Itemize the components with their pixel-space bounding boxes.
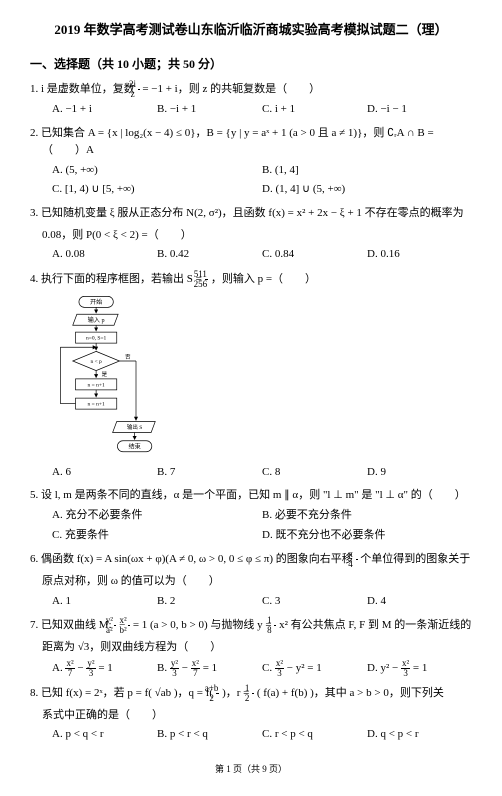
q1-opt-b: B. −i + 1 <box>157 101 262 119</box>
question-4: 4. 执行下面的程序框图，若输出 S = 511256 ，则输入 p =（ ） <box>30 270 472 289</box>
q7-c-eq: − y² = 1 <box>287 662 322 674</box>
question-1: 1. i 是虚数单位，复数 2iz = −1 + i，则 z 的共轭复数是（ ） <box>30 80 472 99</box>
q7-opt-d: D. y² − x²3 = 1 <box>367 659 472 678</box>
q8-options: A. p < q < r B. p < r < q C. r < p < q D… <box>52 726 472 744</box>
q1-opt-c: C. i + 1 <box>262 101 367 119</box>
fraction-a-b-2: a+b2 <box>216 684 220 703</box>
q1-opt-a: A. −1 + i <box>52 101 157 119</box>
q1-stem-b: = −1 + i，则 z 的共轭复数是（ ） <box>142 83 320 95</box>
q6-opt-c: C. 3 <box>262 593 367 611</box>
flow-no: 否 <box>125 353 131 360</box>
q2-opt-c: C. [1, 4) ∪ [5, +∞) <box>52 181 262 199</box>
flow-yes: 是 <box>102 371 108 378</box>
flow-upd1: n = n+1 <box>88 382 105 388</box>
q4-opt-d: D. 9 <box>367 464 472 482</box>
q7-a-label: A. <box>52 662 63 674</box>
q1-options: A. −1 + i B. −i + 1 C. i + 1 D. −i − 1 <box>52 101 472 119</box>
q7-d-frac: x²3 <box>401 659 410 678</box>
question-6: 6. 偶函数 f(x) = A sin(ωx + φ)(A ≠ 0, ω > 0… <box>30 550 472 569</box>
q2-opt-d: D. (1, 4] ∪ (5, +∞) <box>262 181 472 199</box>
question-7: 7. 已知双曲线 M: y²a² − x²b² = 1 (a > 0, b > … <box>30 616 472 635</box>
fraction-1-2: 12 <box>252 684 254 703</box>
fraction-x2-b2: x²b² <box>128 616 130 635</box>
q4-opt-b: B. 7 <box>157 464 262 482</box>
q6-options: A. 1 B. 2 C. 3 D. 4 <box>52 593 472 611</box>
q7-d-eq1: y² − <box>380 662 398 674</box>
section-1-head: 一、选择题（共 10 小题；共 50 分） <box>30 55 472 74</box>
q7-d-label: D. <box>367 662 378 674</box>
q7-a-frac2: y²3 <box>86 659 95 678</box>
q8-opt-b: B. p < r < q <box>157 726 262 744</box>
q7-stem-b: = 1 (a > 0, b > 0) 与抛物线 y = <box>133 619 272 631</box>
flow-out: 输出 S <box>127 423 142 431</box>
question-3-line2: 0.08，则 P(0 < ξ < 2) =（ ） <box>30 227 472 245</box>
q5-opt-a: A. 充分不必要条件 <box>52 507 262 525</box>
flow-cond: n < p <box>90 359 102 365</box>
flowchart: 开始 输入 p n=0, S=1 n < p 是 n = n+1 n = n+1… <box>48 295 158 460</box>
q7-b-eq: = 1 <box>203 662 217 674</box>
q5-opt-b: B. 必要不充分条件 <box>262 507 472 525</box>
q3-opt-d: D. 0.16 <box>367 246 472 264</box>
question-6-line2: 原点对称，则 ω 的值可以为（ ） <box>30 573 472 591</box>
q3-options: A. 0.08 B. 0.42 C. 0.84 D. 0.16 <box>52 246 472 264</box>
q3-opt-c: C. 0.84 <box>262 246 367 264</box>
q8-opt-c: C. r < p < q <box>262 726 367 744</box>
flow-init: n=0, S=1 <box>86 335 107 341</box>
q5-opt-d: D. 既不充分也不必要条件 <box>262 527 472 545</box>
q2-opt-a: A. (5, +∞) <box>52 162 262 180</box>
fraction-y2-a2: y²a² <box>114 616 116 635</box>
q4-options: A. 6 B. 7 C. 8 D. 9 <box>52 464 472 482</box>
fraction-2i-z: 2iz <box>138 80 140 99</box>
fraction-1-8: 18 <box>274 616 276 635</box>
question-5: 5. 设 l, m 是两条不同的直线，α 是一个平面，已知 m ∥ α，则 "l… <box>30 487 472 505</box>
flow-start: 开始 <box>90 298 102 306</box>
q7-opt-a: A. x²7 − y²3 = 1 <box>52 659 157 678</box>
q7-b-label: B. <box>157 662 167 674</box>
q7-d-eq2: = 1 <box>413 662 427 674</box>
flow-end: 结束 <box>128 442 140 450</box>
q3-opt-a: A. 0.08 <box>52 246 157 264</box>
question-7-line2: 距离为 √3，则双曲线方程为（ ） <box>30 639 472 657</box>
page-footer: 第 1 页（共 9 页） <box>30 762 472 776</box>
q1-opt-d: D. −i − 1 <box>367 101 472 119</box>
q5-opt-c: C. 充要条件 <box>52 527 262 545</box>
q7-stem-a: 7. 已知双曲线 M: <box>30 619 112 631</box>
question-2: 2. 已知集合 A = {x | log₂(x − 4) ≤ 0}，B = {y… <box>30 125 472 160</box>
q4-stem-b: ，则输入 p =（ ） <box>211 273 316 285</box>
q2-opt-b: B. (1, 4] <box>262 162 472 180</box>
fraction-pi-4: π4 <box>356 550 358 569</box>
q8-stem-a: 8. 已知 f(x) = 2ˣ，若 p = f( <box>30 687 152 699</box>
q7-c-frac: x²3 <box>275 659 284 678</box>
q1-stem-a: 1. i 是虚数单位，复数 <box>30 83 135 95</box>
q6-opt-b: B. 2 <box>157 593 262 611</box>
q6-stem-b: 个单位得到的图象关于 <box>360 553 470 565</box>
q3-opt-b: B. 0.42 <box>157 246 262 264</box>
q7-b-frac2: x²7 <box>191 659 200 678</box>
q4-opt-c: C. 8 <box>262 464 367 482</box>
flow-upd2: n = n+1 <box>88 401 105 407</box>
q7-stem-c: x² 有公共焦点 F, F 到 M 的一条渐近线的 <box>279 619 471 631</box>
q6-opt-d: D. 4 <box>367 593 472 611</box>
q2-options: A. (5, +∞) B. (1, 4] C. [1, 4) ∪ [5, +∞)… <box>52 162 472 199</box>
q7-c-label: C. <box>262 662 272 674</box>
q7-opt-c: C. x²3 − y² = 1 <box>262 659 367 678</box>
q8-opt-a: A. p < q < r <box>52 726 157 744</box>
q8-stem-d: ( f(a) + f(b) )，其中 a > b > 0，则下列关 <box>257 687 444 699</box>
q4-stem-a: 4. 执行下面的程序框图，若输出 S = <box>30 273 202 285</box>
q6-opt-a: A. 1 <box>52 593 157 611</box>
q4-opt-a: A. 6 <box>52 464 157 482</box>
q8-opt-d: D. q < p < r <box>367 726 472 744</box>
page-title: 2019 年数学高考测试卷山东临沂临沂商城实验高考模拟试题二（理） <box>30 20 472 41</box>
q6-stem-a: 6. 偶函数 f(x) = A sin(ωx + φ)(A ≠ 0, ω > 0… <box>30 553 353 565</box>
q7-opt-b: B. y²3 − x²7 = 1 <box>157 659 262 678</box>
question-8-line2: 系式中正确的是（ ） <box>30 707 472 725</box>
q7-b-frac1: y²3 <box>170 659 179 678</box>
question-8: 8. 已知 f(x) = 2ˣ，若 p = f( √ab )，q = f( a+… <box>30 684 472 703</box>
flow-input: 输入 p <box>88 316 105 324</box>
q7-options: A. x²7 − y²3 = 1 B. y²3 − x²7 = 1 C. x²3… <box>52 659 472 678</box>
question-3-line1: 3. 已知随机变量 ξ 服从正态分布 N(2, σ²)，且函数 f(x) = x… <box>30 205 472 223</box>
q5-options: A. 充分不必要条件 B. 必要不充分条件 C. 充要条件 D. 既不充分也不必… <box>52 507 472 544</box>
q7-a-frac1: x²7 <box>65 659 74 678</box>
fraction-511-256: 511256 <box>205 270 209 289</box>
